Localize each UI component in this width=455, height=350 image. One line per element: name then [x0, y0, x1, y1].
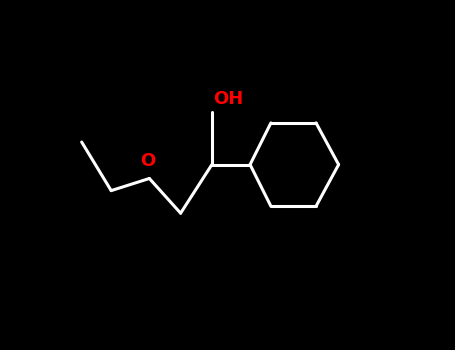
Text: O: O — [140, 152, 155, 170]
Text: OH: OH — [213, 90, 244, 108]
